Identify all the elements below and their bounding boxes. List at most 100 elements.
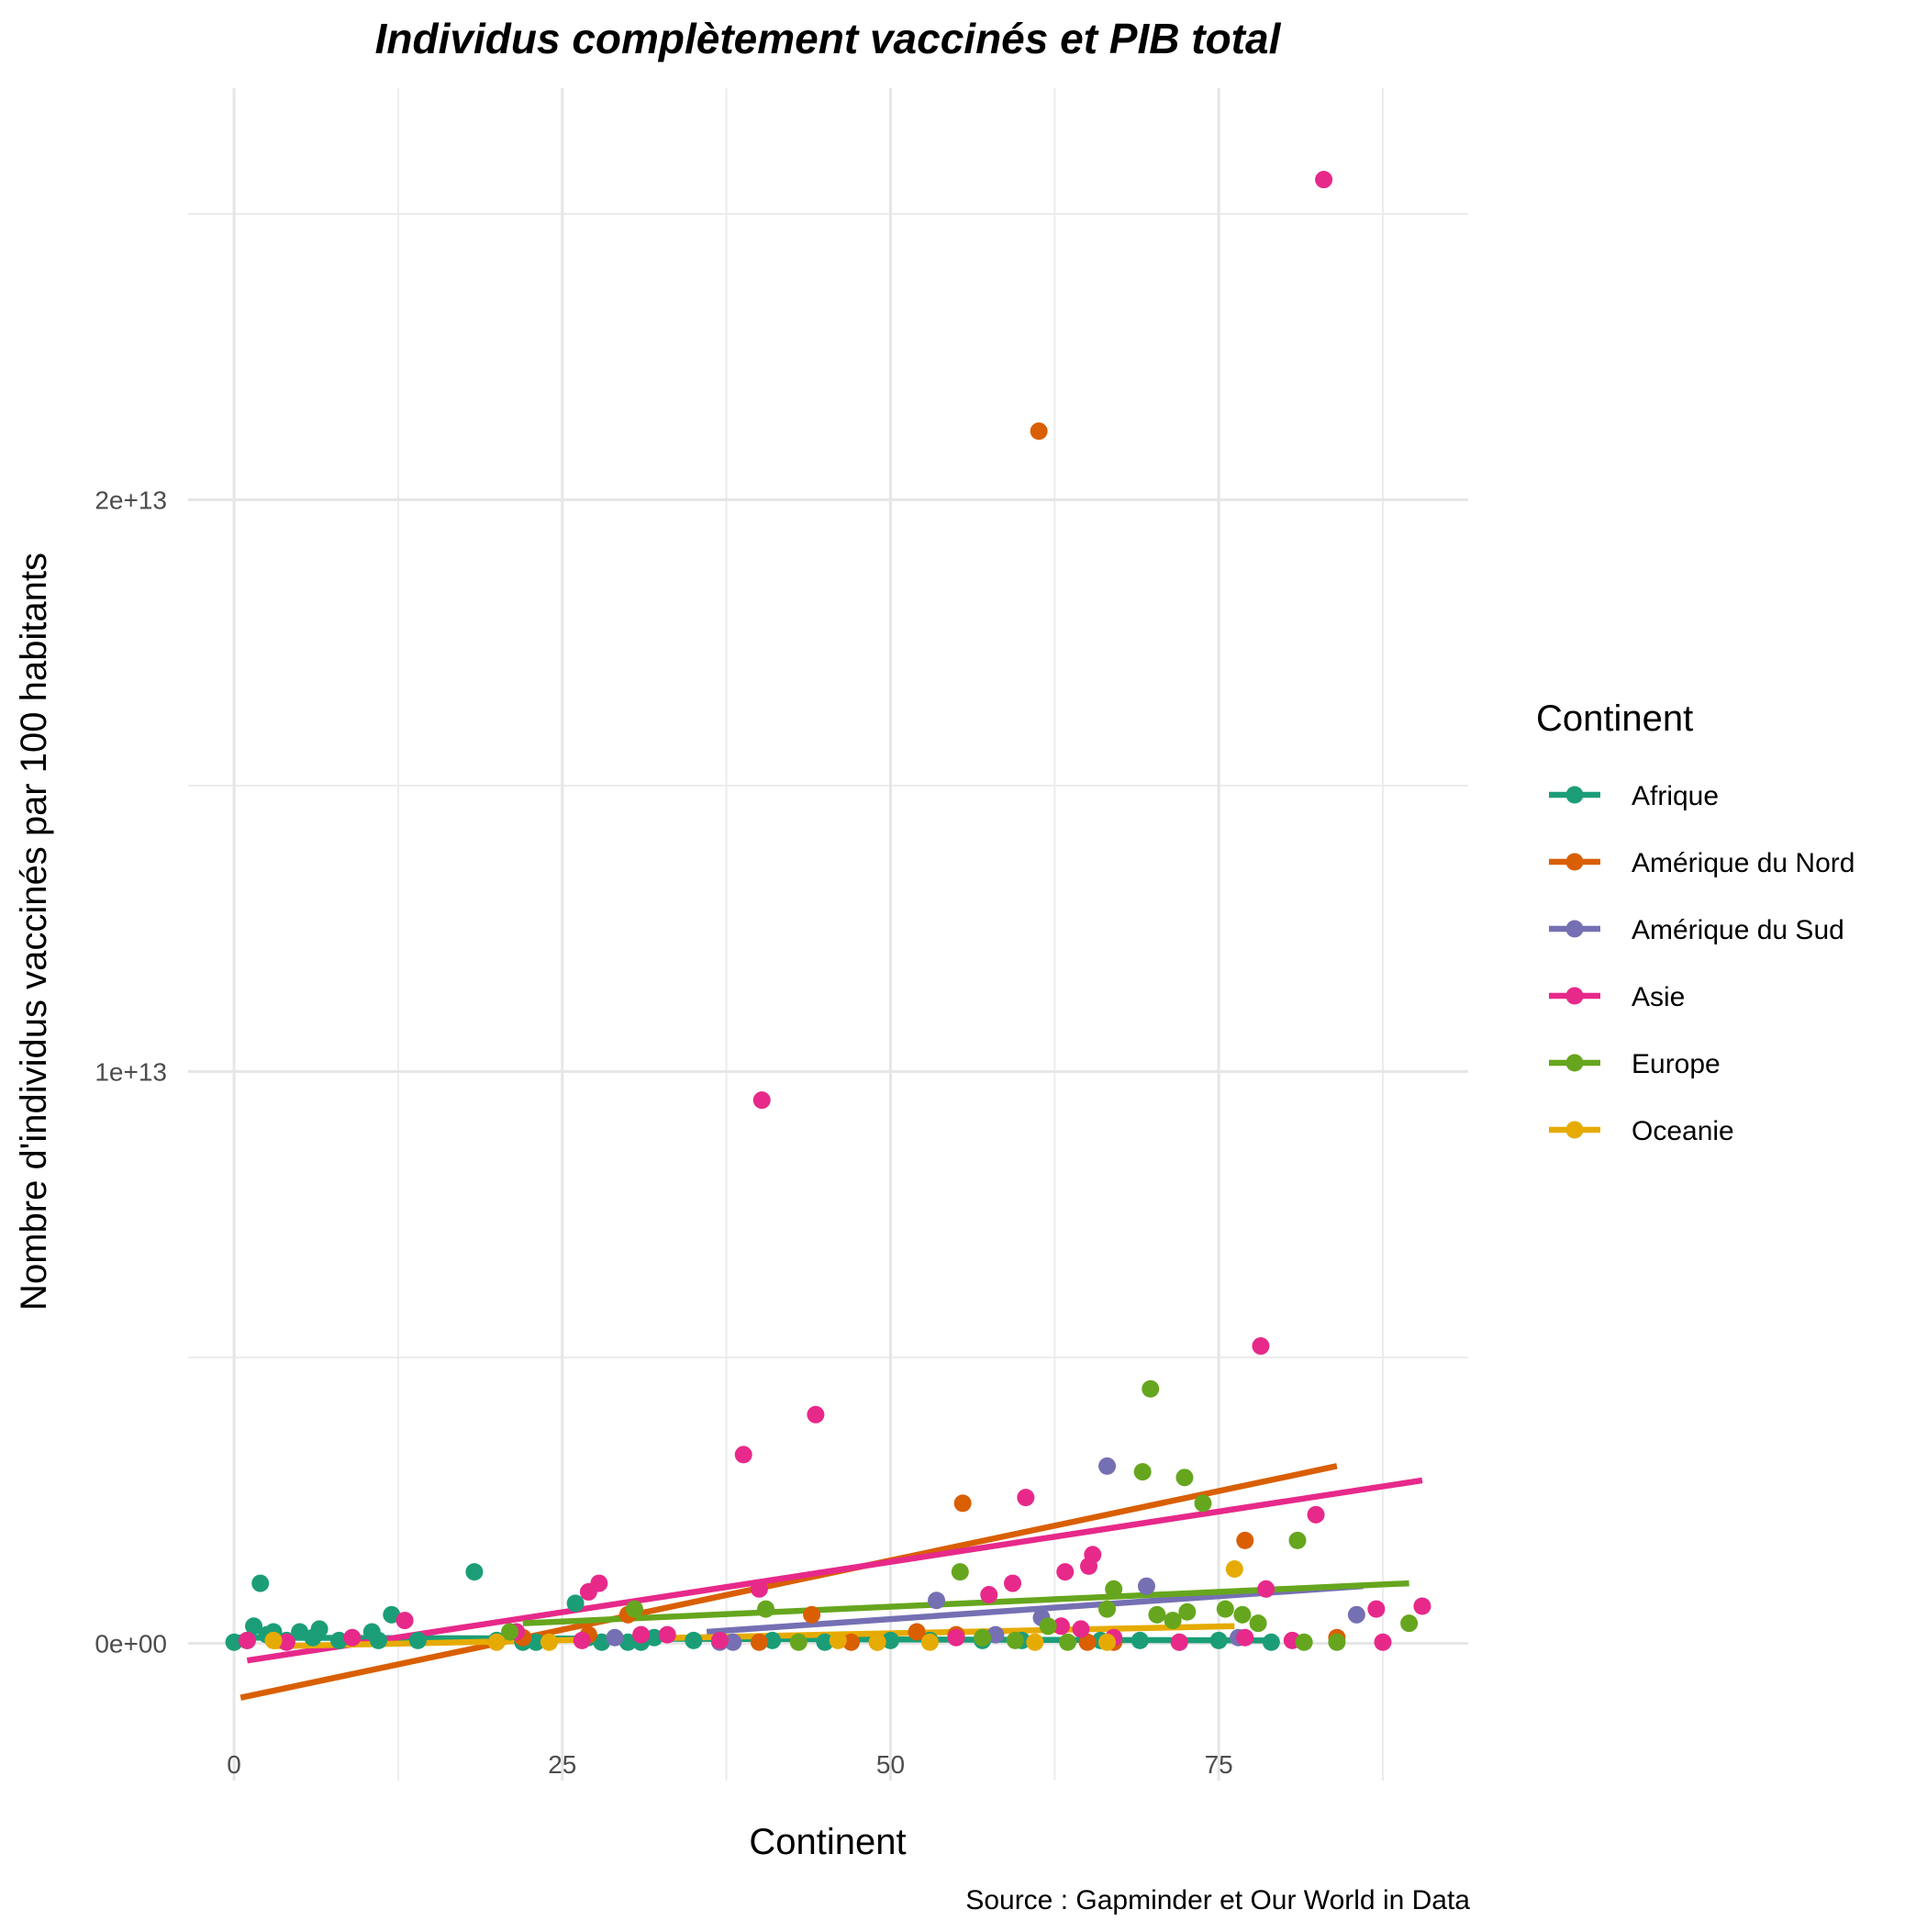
x-tick-label: 25: [548, 1750, 576, 1779]
data-point: [245, 1617, 263, 1636]
x-tick-label: 0: [227, 1750, 241, 1779]
legend-item-asie: Asie: [1549, 982, 1685, 1012]
data-point: [1347, 1605, 1365, 1624]
y-tick-label: 1e+13: [95, 1058, 167, 1087]
data-point: [1148, 1605, 1166, 1624]
data-point: [1084, 1546, 1102, 1564]
series-europe-points: [501, 1379, 1419, 1651]
data-point: [487, 1633, 506, 1651]
legend-item-amerique-du-nord: Amérique du Nord: [1549, 848, 1855, 878]
data-point: [1249, 1614, 1267, 1633]
data-point: [1225, 1560, 1243, 1578]
data-point: [264, 1631, 283, 1649]
legend-label: Oceanie: [1632, 1116, 1734, 1146]
legend-label: Europe: [1632, 1049, 1721, 1079]
y-axis-ticks: 0e+00 1e+13 2e+13: [95, 486, 167, 1658]
data-point: [1216, 1600, 1234, 1618]
legend-item-oceanie: Oceanie: [1549, 1116, 1734, 1146]
data-point: [573, 1631, 591, 1649]
y-tick-label: 2e+13: [95, 486, 167, 515]
data-point: [590, 1574, 608, 1592]
data-point: [685, 1631, 703, 1649]
data-point: [645, 1628, 663, 1647]
data-point: [501, 1623, 519, 1641]
data-point: [1307, 1505, 1325, 1524]
data-point: [343, 1628, 362, 1647]
data-point: [310, 1620, 329, 1638]
data-point: [540, 1633, 558, 1651]
data-point: [566, 1594, 585, 1613]
data-point: [750, 1580, 768, 1598]
grid: [188, 88, 1468, 1781]
data-point: [1030, 422, 1048, 441]
y-axis-title: Nombre d'individus vaccinés par 100 habi…: [14, 553, 54, 1311]
data-point: [1142, 1379, 1160, 1398]
data-point: [1413, 1597, 1431, 1615]
data-point: [1295, 1633, 1313, 1651]
legend-key-point: [1565, 920, 1584, 938]
data-point: [928, 1591, 946, 1610]
data-point: [1262, 1633, 1280, 1651]
y-tick-label: 0e+00: [95, 1629, 167, 1658]
legend-title: Continent: [1536, 698, 1693, 739]
data-point: [618, 1633, 637, 1651]
data-point: [593, 1633, 611, 1651]
data-point: [1017, 1489, 1035, 1507]
legend-label: Asie: [1632, 982, 1685, 1012]
data-point: [908, 1623, 926, 1641]
x-tick-label: 50: [876, 1750, 905, 1779]
series-amerique-du-nord-points: [514, 422, 1346, 1651]
data-point: [1098, 1600, 1117, 1618]
data-point: [1367, 1600, 1386, 1618]
series-asie-points: [238, 171, 1431, 1651]
data-point: [807, 1405, 825, 1424]
data-point: [1105, 1580, 1123, 1598]
data-point: [225, 1633, 243, 1651]
data-point: [986, 1625, 1005, 1644]
x-axis-title: Continent: [749, 1822, 906, 1862]
trend-line-amerique-du-nord: [239, 1463, 1338, 1701]
series-oceanie-points: [264, 1560, 1243, 1651]
trend-lines: [234, 1463, 1423, 1701]
data-point: [1131, 1631, 1149, 1649]
legend-label: Afrique: [1632, 781, 1719, 811]
data-point: [1004, 1574, 1022, 1592]
data-point: [1137, 1577, 1155, 1595]
legend-key-point: [1565, 987, 1584, 1005]
data-point: [757, 1600, 775, 1618]
data-point: [1078, 1633, 1097, 1651]
trend-line-amerique-du-sud: [706, 1582, 1364, 1636]
data-point: [1315, 171, 1333, 189]
data-point: [625, 1600, 643, 1618]
data-point: [383, 1605, 401, 1624]
data-point: [1164, 1612, 1182, 1630]
chart-title: Individus complètement vaccinés et PIB t…: [375, 15, 1282, 62]
data-point: [1059, 1633, 1077, 1651]
data-point: [1374, 1633, 1392, 1651]
data-point: [1006, 1631, 1024, 1649]
data-point: [710, 1631, 729, 1649]
data-point: [1252, 1337, 1270, 1356]
legend-key-point: [1565, 1054, 1584, 1072]
data-point: [238, 1631, 256, 1649]
legend-label: Amérique du Sud: [1632, 915, 1844, 945]
data-point: [1170, 1633, 1188, 1651]
legend-label: Amérique du Nord: [1632, 848, 1855, 878]
data-point: [803, 1605, 821, 1624]
data-point: [1056, 1563, 1075, 1581]
data-point: [868, 1633, 886, 1651]
data-point: [1233, 1605, 1252, 1624]
data-point: [1039, 1617, 1057, 1636]
data-point: [658, 1625, 676, 1644]
x-axis-ticks: 0 25 50 75: [227, 1750, 1232, 1779]
data-point: [842, 1633, 861, 1651]
data-point: [1026, 1633, 1044, 1651]
data-point: [1098, 1457, 1117, 1475]
data-point: [330, 1631, 349, 1649]
data-point: [606, 1628, 624, 1647]
data-point: [251, 1574, 270, 1592]
legend-key-point: [1565, 1121, 1584, 1139]
data-point: [789, 1633, 808, 1651]
